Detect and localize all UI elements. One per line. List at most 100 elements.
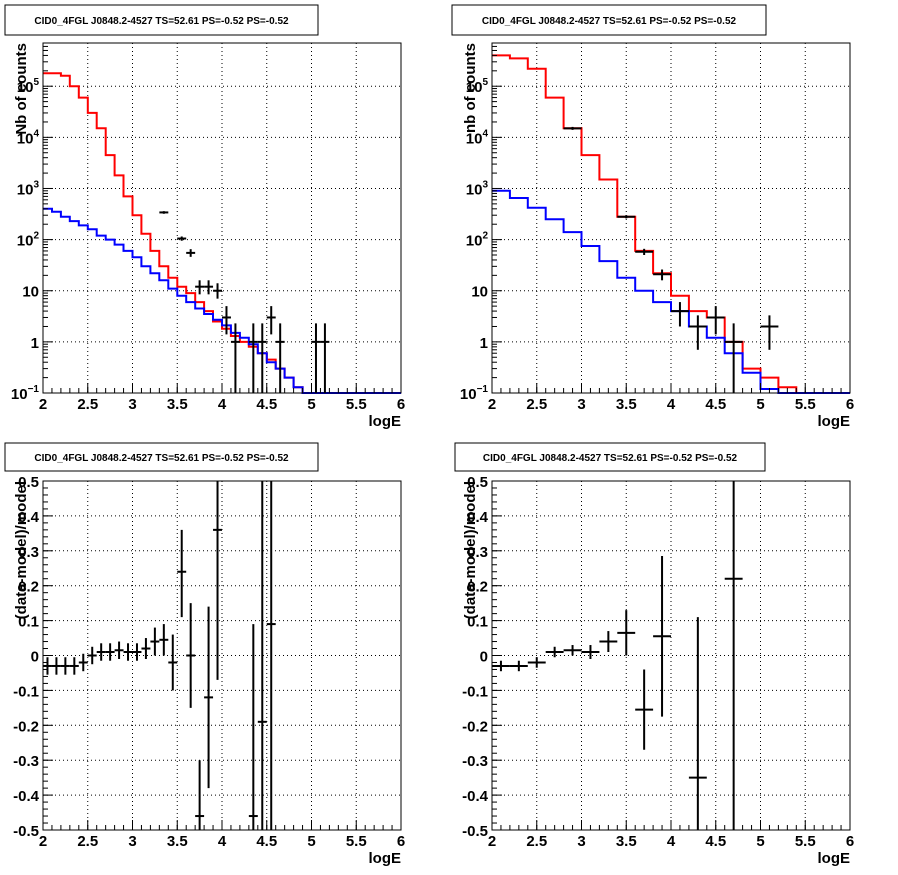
y-tick-label: 105 [466, 77, 489, 96]
data-point [60, 657, 70, 675]
data-point [311, 323, 321, 393]
data-point [563, 126, 582, 130]
y-tick-label: 0.3 [18, 544, 39, 561]
y-tick-label: -0.4 [13, 788, 40, 805]
data-point [204, 280, 214, 295]
y-tick-label: 0.5 [18, 474, 39, 491]
x-axis-title: logE [818, 850, 851, 867]
y-tick-exponent: 4 [33, 128, 39, 139]
data-point [222, 306, 231, 335]
y-tick-label: 0 [31, 649, 39, 666]
data-point [43, 657, 52, 675]
data-point [257, 481, 267, 830]
data-point [724, 323, 743, 393]
y-tick-label: 10−1 [460, 384, 489, 403]
y-tick-label: -0.1 [13, 683, 39, 700]
data-point [581, 645, 600, 659]
chart-title: CID0_4FGL J0848.2-4527 TS=52.61 PS=-0.52… [482, 16, 737, 27]
x-tick-label: 3.5 [616, 396, 637, 413]
data-points [492, 481, 743, 830]
data-point [653, 269, 671, 281]
y-tick-label: 102 [17, 231, 40, 250]
data-point [635, 248, 654, 255]
y-tick-exponent: 5 [33, 77, 39, 88]
y-tick-label: 105 [17, 77, 40, 96]
data-point [760, 315, 779, 350]
y-tick-label: 10 [22, 284, 39, 301]
data-point [563, 645, 582, 656]
data-point [635, 669, 654, 750]
data-point [186, 249, 196, 257]
data-point [204, 606, 214, 789]
y-tick-exponent: 2 [33, 231, 39, 242]
y-tick-base: 10 [11, 386, 28, 403]
y-tick-label: 0.1 [18, 614, 39, 631]
data-point [653, 556, 671, 717]
y-tick-label: 0.4 [18, 509, 40, 526]
y-tick-label: -0.2 [462, 718, 488, 735]
y-tick-label: 103 [466, 179, 489, 198]
y-tick-label: -0.5 [462, 823, 488, 840]
x-tick-label: 4.5 [256, 833, 277, 850]
x-tick-label: 3 [577, 833, 585, 850]
y-tick-label: -0.3 [13, 753, 39, 770]
series-line-1 [43, 207, 401, 394]
x-axis-title: logE [818, 413, 851, 430]
chart-panel-p4: CID0_4FGL J0848.2-4527 TS=52.61 PS=-0.52… [454, 442, 854, 867]
data-point [617, 215, 636, 219]
y-tick-base: 10 [17, 130, 34, 147]
x-tick-label: 4 [667, 833, 676, 850]
data-point [257, 323, 267, 393]
y-axis-title: nb of counts [462, 43, 479, 133]
data-point [248, 624, 258, 830]
y-tick-base: 10 [17, 233, 34, 250]
x-tick-label: 5 [756, 396, 764, 413]
y-tick-label: 0.2 [467, 579, 488, 596]
x-tick-label: 2.5 [526, 833, 547, 850]
x-tick-label: 4.5 [705, 833, 726, 850]
x-tick-label: 4 [218, 396, 227, 413]
data-point [617, 610, 636, 656]
data-point [177, 529, 187, 618]
data-point [177, 236, 187, 241]
x-tick-label: 5.5 [795, 396, 816, 413]
grid-lines [492, 481, 850, 830]
y-tick-base: 1 [480, 335, 488, 352]
x-tick-label: 6 [846, 396, 854, 413]
data-point [132, 643, 142, 661]
y-tick-base: 10 [22, 284, 39, 301]
x-tick-label: 5.5 [795, 833, 816, 850]
y-tick-exponent: 3 [33, 179, 39, 190]
x-tick-label: 4.5 [705, 396, 726, 413]
y-tick-base: 1 [31, 335, 39, 352]
data-point [114, 641, 124, 659]
grid-lines [43, 43, 401, 393]
y-tick-exponent: −1 [477, 384, 489, 395]
y-tick-base: 10 [466, 130, 483, 147]
y-tick-label: 1 [31, 335, 39, 352]
data-points [43, 481, 276, 830]
data-point [527, 657, 546, 668]
x-tick-label: 2 [39, 396, 47, 413]
data-point [213, 481, 222, 680]
y-tick-label: 104 [466, 128, 489, 147]
data-point [248, 323, 258, 393]
x-tick-label: 3 [128, 396, 136, 413]
title-box [454, 442, 766, 472]
x-tick-label: 3.5 [616, 833, 637, 850]
y-tick-exponent: −1 [28, 384, 40, 395]
y-tick-base: 10 [17, 181, 34, 198]
x-tick-label: 2.5 [526, 396, 547, 413]
data-point [671, 302, 689, 327]
y-tick-label: -0.3 [462, 753, 488, 770]
y-tick-label: 102 [466, 231, 489, 250]
y-tick-base: 10 [466, 233, 483, 250]
y-tick-label: 0.1 [467, 614, 488, 631]
y-tick-label: 0.4 [467, 509, 489, 526]
y-tick-base: 10 [466, 181, 483, 198]
data-point [51, 657, 61, 675]
data-point [230, 323, 240, 393]
y-tick-base: 10 [17, 79, 34, 96]
